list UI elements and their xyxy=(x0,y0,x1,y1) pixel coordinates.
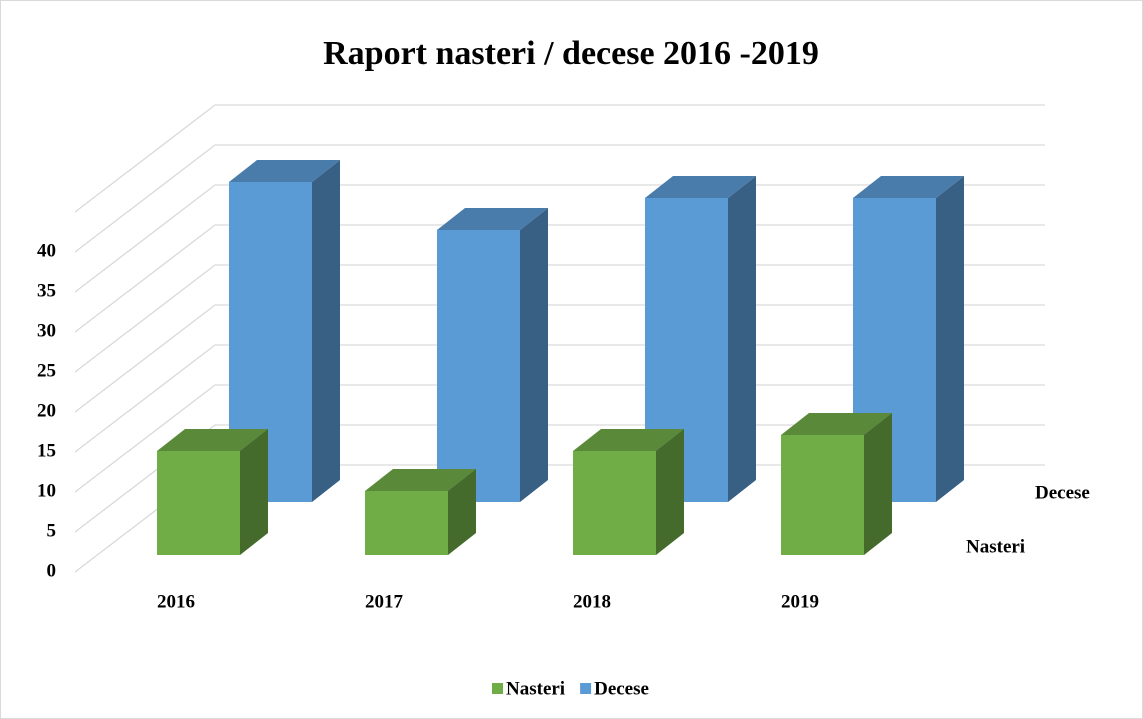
bar-side xyxy=(728,176,756,502)
x-tick-label: 2016 xyxy=(157,591,195,612)
bar xyxy=(365,469,476,555)
y-tick-label: 35 xyxy=(37,280,56,301)
bar-front xyxy=(437,230,520,502)
bar-side xyxy=(520,208,548,502)
bar xyxy=(157,429,268,555)
bar-top xyxy=(365,469,476,491)
x-tick-label: 2019 xyxy=(781,591,819,612)
bar-top xyxy=(573,429,684,451)
grid-line xyxy=(74,424,1045,533)
y-tick-label: 30 xyxy=(37,320,56,341)
grid-line xyxy=(74,344,1045,453)
grid-line xyxy=(74,384,1045,493)
bar-side xyxy=(240,429,268,555)
bar xyxy=(853,176,964,502)
bar xyxy=(573,429,684,555)
bar-top xyxy=(229,160,340,182)
y-tick-label: 5 xyxy=(47,520,57,541)
bar-top xyxy=(437,208,548,230)
y-tick-label: 40 xyxy=(37,240,56,261)
bar xyxy=(437,208,548,502)
grid-line xyxy=(74,144,1045,253)
bar-side xyxy=(864,413,892,555)
bar-top xyxy=(645,176,756,198)
y-tick-label: 0 xyxy=(47,560,57,581)
chart-title: Raport nasteri / decese 2016 -2019 xyxy=(323,35,819,72)
legend-swatch xyxy=(492,683,503,694)
grid-line xyxy=(74,304,1045,413)
bar-side xyxy=(656,429,684,555)
bar xyxy=(229,160,340,502)
grid-line xyxy=(74,224,1045,333)
bar-side xyxy=(448,469,476,555)
bar-front xyxy=(365,491,448,555)
y-tick-label: 25 xyxy=(37,360,56,381)
y-tick-label: 20 xyxy=(37,400,56,421)
bar-front xyxy=(157,451,240,555)
grid-line xyxy=(74,184,1045,293)
depth-label: Decese xyxy=(1035,482,1090,503)
bar-top xyxy=(157,429,268,451)
bar-front xyxy=(573,451,656,555)
bar xyxy=(781,413,892,555)
x-tick-label: 2018 xyxy=(573,591,611,612)
legend-label: Nasteri xyxy=(506,678,565,699)
grid-line xyxy=(74,264,1045,373)
y-tick-label: 15 xyxy=(37,440,56,461)
legend-swatch xyxy=(580,683,592,694)
wall-top xyxy=(74,104,1045,213)
bar-front xyxy=(781,435,864,555)
y-tick-label: 10 xyxy=(37,480,56,501)
bar-side xyxy=(936,176,964,502)
x-tick-label: 2017 xyxy=(365,591,404,612)
depth-label: Nasteri xyxy=(966,536,1025,557)
bar-top xyxy=(781,413,892,435)
bar-side xyxy=(312,160,340,502)
legend-label: Decese xyxy=(594,678,649,699)
bar-top xyxy=(853,176,964,198)
